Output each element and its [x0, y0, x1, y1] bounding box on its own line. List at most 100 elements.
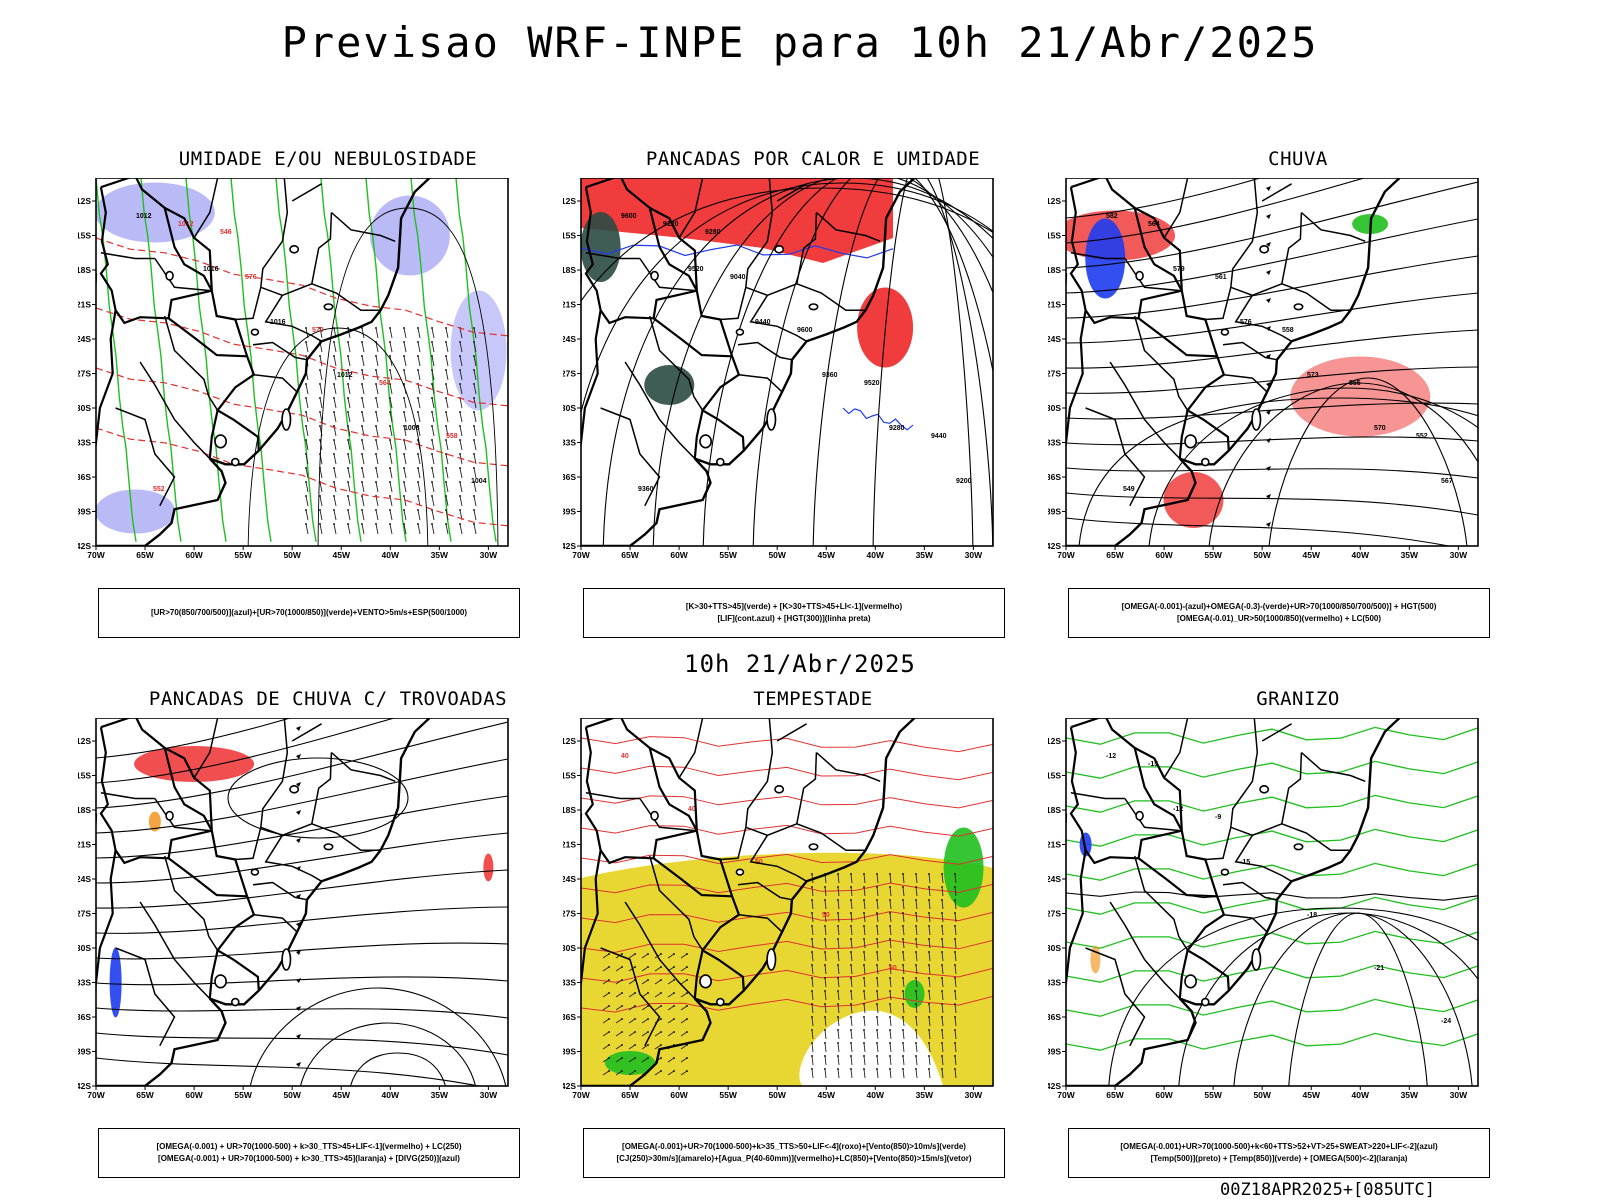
- wind-vector: [837, 1055, 840, 1066]
- wind-vector-head: [954, 925, 956, 927]
- state-border: [744, 178, 818, 297]
- wind850-area: [605, 1051, 656, 1075]
- wind-vector-head: [850, 1055, 852, 1057]
- wind-vector-head: [889, 990, 891, 992]
- wind-vector-head: [417, 453, 419, 455]
- wind-vector: [445, 425, 449, 437]
- wind-vector-head: [608, 1044, 610, 1046]
- wind-vector-head: [876, 886, 878, 888]
- state-border: [252, 881, 308, 901]
- lat-label: 39S: [78, 507, 91, 517]
- wind-vector: [347, 481, 351, 493]
- wind-vector: [863, 1068, 866, 1079]
- wind-vector-head: [473, 481, 475, 483]
- wind-vector: [347, 509, 351, 521]
- wind-vector: [850, 1029, 853, 1040]
- wind-vector: [915, 990, 918, 1001]
- wind-vector-head: [621, 966, 623, 968]
- wind-vector-head: [902, 951, 904, 953]
- wind-vector-head: [375, 383, 377, 385]
- contour-label: 558: [1282, 327, 1294, 334]
- wind-vector: [889, 990, 892, 1001]
- water-content-contour: [581, 853, 993, 865]
- wind-vector: [641, 1005, 649, 1011]
- lon-label: 45W: [332, 550, 350, 560]
- lif-contour: [842, 407, 914, 431]
- contour-label: 50: [822, 912, 830, 919]
- wind-vector-head: [954, 1003, 956, 1005]
- wind-vector: [459, 467, 463, 479]
- state-border: [253, 373, 298, 393]
- wind-vector-head: [621, 1031, 623, 1033]
- lat-label: 27S: [78, 909, 91, 919]
- wind-vector: [889, 977, 892, 988]
- wind-vector-head: [445, 327, 447, 329]
- wind-vector: [850, 1068, 853, 1079]
- wind-vector: [941, 1068, 944, 1079]
- wind-vector-head: [915, 964, 917, 966]
- wind-vector: [375, 425, 379, 437]
- wind-vector: [417, 397, 421, 409]
- streamline-arrow: [296, 1006, 301, 1011]
- wind-vector-head: [954, 977, 956, 979]
- lat-label: 42S: [563, 1081, 576, 1091]
- wind-vector: [889, 873, 892, 884]
- wind-vector-head: [459, 453, 461, 455]
- wind-vector-head: [915, 925, 917, 927]
- wind-vector: [680, 979, 688, 985]
- wind-vector: [811, 1068, 814, 1079]
- wind-vector: [811, 1003, 814, 1014]
- state-border: [259, 718, 333, 837]
- hgt500-contour: [1268, 377, 1468, 546]
- wind-vector-head: [889, 1068, 891, 1070]
- wind-vector: [459, 341, 463, 353]
- wind-vector-head: [347, 425, 349, 427]
- wind-vector-head: [811, 990, 813, 992]
- wind-vector: [615, 1005, 623, 1011]
- state-border: [624, 361, 696, 460]
- wind-vector: [602, 1031, 610, 1037]
- wind-vector: [667, 992, 675, 998]
- contour-label: 40: [688, 806, 696, 813]
- wind-vector: [915, 964, 918, 975]
- wind-vector: [811, 951, 814, 962]
- wind-vector: [863, 938, 866, 949]
- lake: [1220, 868, 1230, 876]
- wind-vector: [417, 425, 421, 437]
- wind-vector-head: [403, 523, 405, 525]
- lon-label: 70W: [572, 550, 590, 560]
- wind-vector: [824, 1042, 827, 1053]
- wind-vector: [473, 439, 477, 451]
- state-border: [139, 361, 211, 460]
- wind-vector-head: [850, 1029, 852, 1031]
- wind-vector-head: [811, 1055, 813, 1057]
- wind-vector: [361, 495, 365, 507]
- wind-vector: [954, 977, 957, 988]
- wind-vector-head: [459, 369, 461, 371]
- wind-vector-head: [686, 966, 688, 968]
- wind-vector-head: [361, 425, 363, 427]
- legend-box: [K>30+TTS>45](verde) + [K>30+TTS>45+LI<-…: [583, 588, 1005, 638]
- wind-vector: [403, 327, 407, 339]
- streamline-arrow: [296, 1034, 301, 1039]
- contour-label: 555: [1349, 380, 1361, 387]
- lat-label: 30S: [563, 943, 576, 953]
- wind-vector: [361, 453, 365, 465]
- wind-vector: [445, 453, 449, 465]
- lon-label: 50W: [1253, 550, 1271, 560]
- streamline-ridge: [299, 1022, 477, 1086]
- water-content-contour: [581, 824, 993, 837]
- wind-vector: [389, 383, 393, 395]
- wind-vector-head: [863, 938, 865, 940]
- wind-vector: [431, 495, 435, 507]
- wind-vector: [941, 964, 944, 975]
- lat-label: 15S: [1048, 231, 1061, 241]
- wind-vector-head: [928, 1029, 930, 1031]
- streamline-arrow: [1266, 382, 1271, 387]
- wind-vector: [333, 481, 337, 493]
- wind-vector: [403, 509, 407, 521]
- wind-vector: [902, 899, 905, 910]
- wind-vector-head: [876, 899, 878, 901]
- wind-vector: [837, 1042, 840, 1053]
- wind-vector: [602, 1018, 610, 1024]
